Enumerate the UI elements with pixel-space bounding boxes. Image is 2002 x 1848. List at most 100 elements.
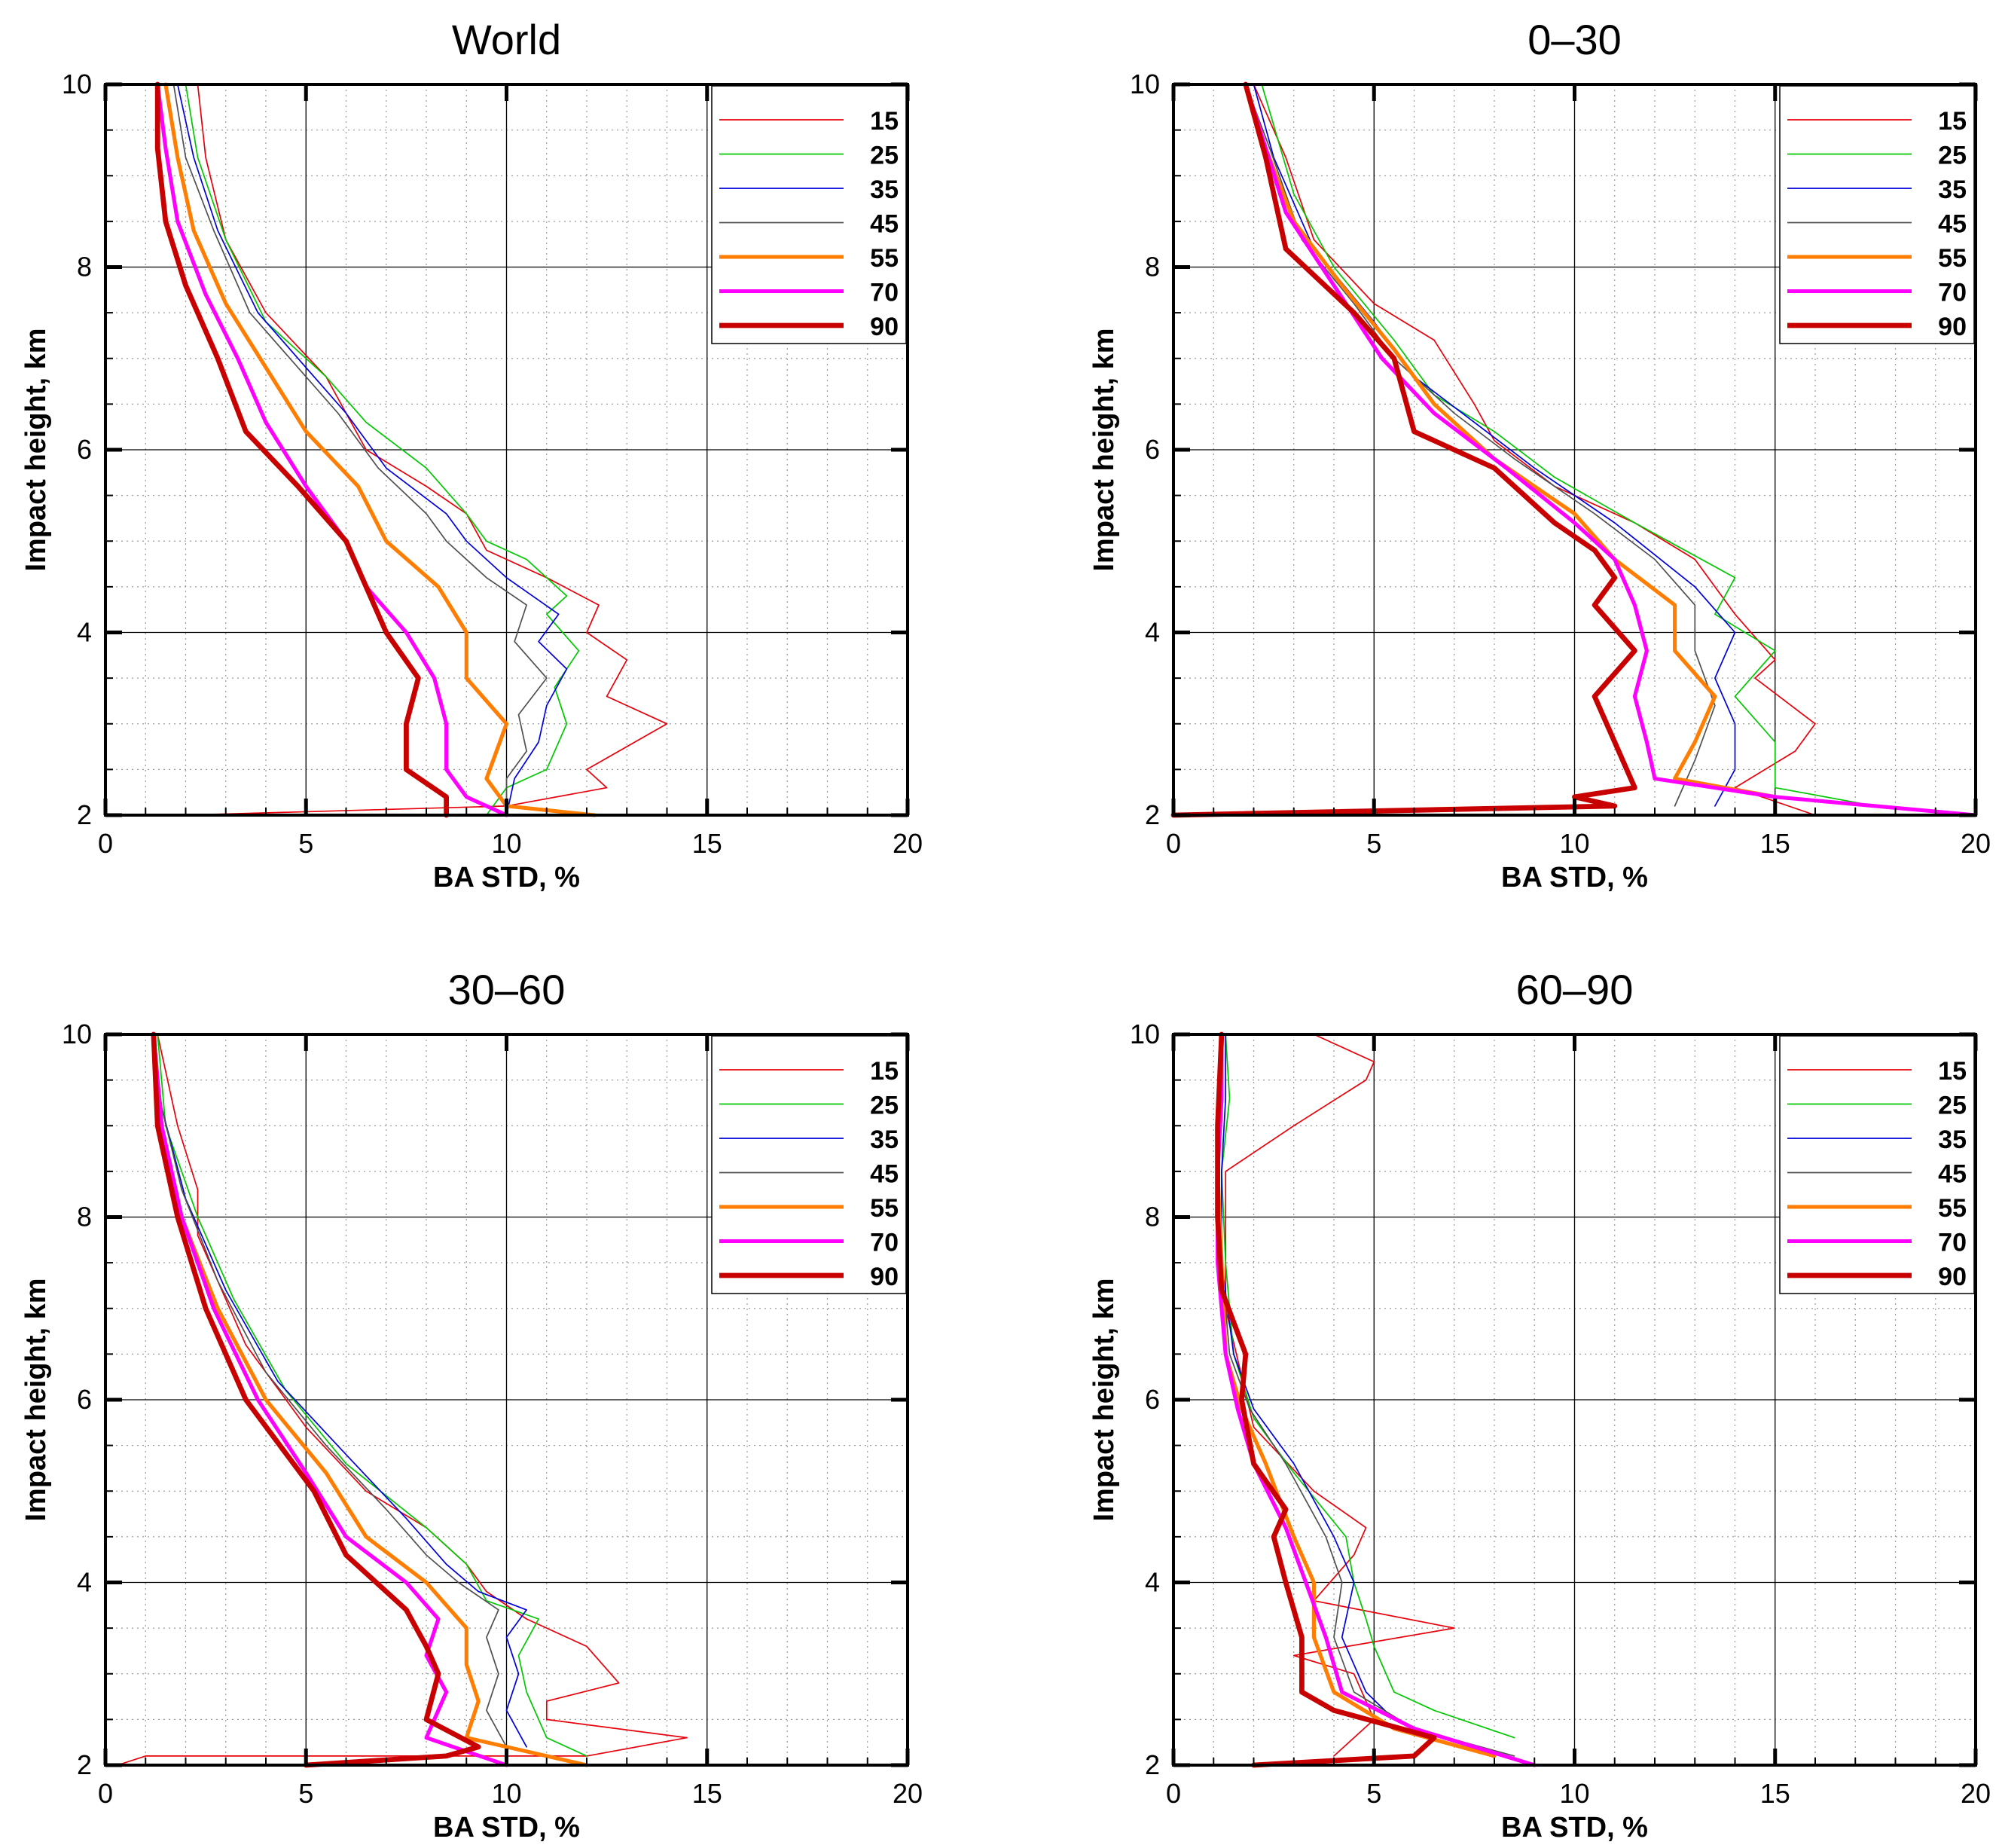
x-axis-label: BA STD, % <box>433 1812 580 1843</box>
x-tick-label: 15 <box>1760 1778 1790 1809</box>
legend-label: 45 <box>1938 210 1967 239</box>
series-line-90 <box>151 1031 481 1768</box>
series-line-70 <box>1244 82 1978 817</box>
x-tick-label: 5 <box>298 828 313 859</box>
legend-box <box>711 85 907 344</box>
legend-label: 15 <box>1938 1057 1967 1086</box>
series-group <box>1215 1031 1537 1768</box>
legend-label: 70 <box>870 1229 899 1257</box>
legend-label: 90 <box>1938 313 1967 341</box>
series-line-25 <box>157 1034 587 1757</box>
legend-label: 55 <box>1938 1194 1967 1223</box>
series-line-55 <box>163 82 597 817</box>
series-line-55 <box>1244 82 1778 799</box>
x-axis-label: BA STD, % <box>1501 862 1648 893</box>
legend-box <box>711 1035 907 1294</box>
series-line-15 <box>117 1034 688 1766</box>
y-tick-label: 10 <box>62 69 92 99</box>
legend-label: 35 <box>870 176 899 204</box>
x-tick-label: 5 <box>1366 828 1381 859</box>
series-line-35 <box>176 84 568 816</box>
chart-title: 60–90 <box>1516 966 1634 1013</box>
y-tick-label: 4 <box>77 617 92 648</box>
legend-label: 25 <box>1938 1092 1967 1120</box>
series-line-35 <box>153 1034 527 1748</box>
legend-label: 55 <box>870 244 899 273</box>
legend-label: 25 <box>870 1092 899 1120</box>
series-line-35 <box>1221 1034 1395 1721</box>
y-tick-label: 8 <box>77 252 92 283</box>
y-tick-label: 2 <box>1145 799 1160 830</box>
y-tick-label: 2 <box>1145 1749 1160 1780</box>
legend: 15 25 35 45 55 70 90 <box>1779 85 1975 344</box>
legend: 15 25 35 45 55 70 90 <box>711 85 907 344</box>
y-tick-label: 4 <box>1145 1567 1160 1598</box>
legend-label: 45 <box>1938 1160 1967 1189</box>
y-axis: 2 4 6 8 10 <box>62 69 908 830</box>
x-tick-label: 20 <box>893 828 923 859</box>
x-tick-label: 15 <box>1760 828 1790 859</box>
y-tick-label: 6 <box>77 1384 92 1415</box>
y-axis: 2 4 6 8 10 <box>1130 1019 1976 1780</box>
y-tick-label: 4 <box>77 1567 92 1598</box>
y-tick-label: 2 <box>77 799 92 830</box>
series-line-45 <box>172 84 548 816</box>
x-tick-label: 15 <box>692 828 722 859</box>
y-axis: 2 4 6 8 10 <box>1130 69 1976 830</box>
legend-label: 15 <box>870 107 899 136</box>
legend-label: 35 <box>870 1126 899 1154</box>
series-line-90 <box>1215 1031 1437 1768</box>
series-line-90 <box>1170 81 1637 818</box>
y-axis-label: Impact height, km <box>1088 328 1120 571</box>
series-line-25 <box>1261 84 1876 807</box>
legend-label: 90 <box>870 1263 899 1291</box>
x-axis: 0 5 10 15 20 <box>1166 1034 1991 1809</box>
legend-label: 45 <box>870 210 899 239</box>
chart-title: 0–30 <box>1527 16 1622 63</box>
series-line-15 <box>185 84 668 816</box>
y-axis-label: Impact height, km <box>20 1278 52 1521</box>
y-axis-label: Impact height, km <box>1088 1278 1120 1521</box>
legend-label: 55 <box>1938 244 1967 273</box>
chart-title: 30–60 <box>448 966 566 1013</box>
y-axis: 2 4 6 8 10 <box>62 1019 908 1780</box>
x-tick-label: 20 <box>893 1778 923 1809</box>
x-tick-label: 10 <box>491 828 521 859</box>
x-tick-label: 0 <box>1166 1778 1181 1809</box>
legend-label: 15 <box>870 1057 899 1086</box>
series-line-25 <box>185 84 580 816</box>
legend-label: 70 <box>1938 1229 1967 1257</box>
x-tick-label: 20 <box>1961 828 1991 859</box>
legend-label: 35 <box>1938 1126 1967 1154</box>
legend-label: 90 <box>1938 1263 1967 1291</box>
y-tick-label: 6 <box>1145 434 1160 465</box>
series-line-45 <box>153 1034 508 1748</box>
legend-label: 45 <box>870 1160 899 1189</box>
legend-label: 15 <box>1938 107 1967 136</box>
x-tick-label: 15 <box>692 1778 722 1809</box>
legend-label: 55 <box>870 1194 899 1223</box>
series-group <box>1170 81 1978 818</box>
legend-label: 70 <box>870 279 899 307</box>
y-tick-label: 8 <box>1145 1202 1160 1233</box>
y-tick-label: 6 <box>77 434 92 465</box>
x-tick-label: 10 <box>1559 828 1589 859</box>
legend-label: 35 <box>1938 176 1967 204</box>
x-tick-label: 0 <box>1166 828 1181 859</box>
y-tick-label: 8 <box>77 1202 92 1233</box>
legend-box <box>1779 85 1975 344</box>
legend-label: 25 <box>1938 142 1967 170</box>
legend: 15 25 35 45 55 70 90 <box>1779 1035 1975 1294</box>
legend-label: 25 <box>870 142 899 170</box>
x-axis-label: BA STD, % <box>1501 1812 1648 1843</box>
x-tick-label: 0 <box>98 1778 113 1809</box>
y-tick-label: 10 <box>62 1019 92 1049</box>
x-tick-label: 10 <box>491 1778 521 1809</box>
x-tick-label: 0 <box>98 828 113 859</box>
series-line-70 <box>151 1032 509 1767</box>
legend-box <box>1779 1035 1975 1294</box>
legend: 15 25 35 45 55 70 90 <box>711 1035 907 1294</box>
